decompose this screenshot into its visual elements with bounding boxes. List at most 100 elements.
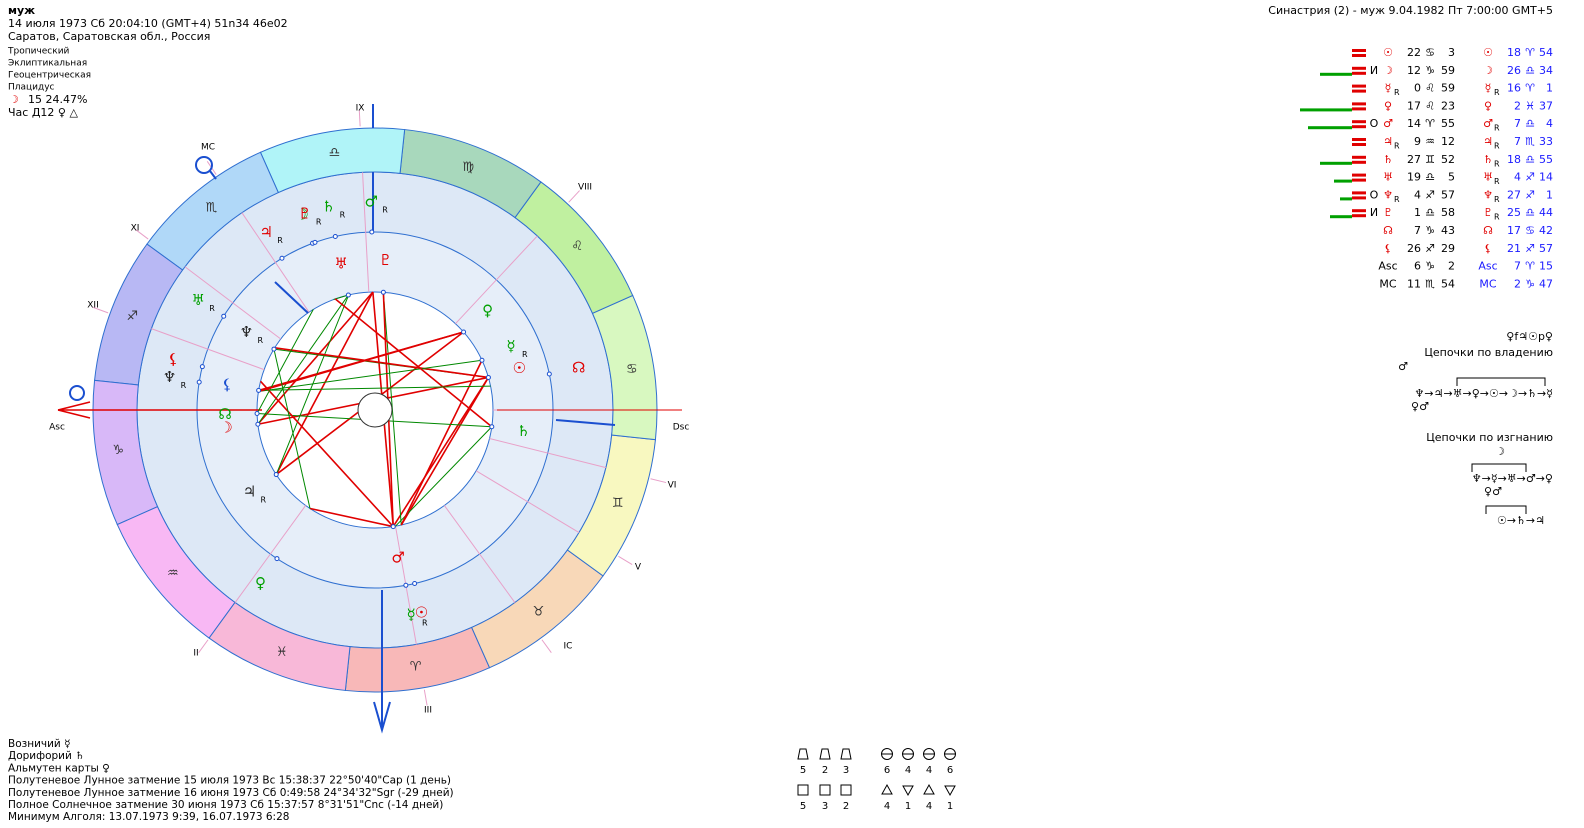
row-mark: И bbox=[1370, 64, 1378, 77]
planet-dot bbox=[390, 524, 396, 530]
chain-bracket bbox=[1471, 463, 1527, 472]
minute: 52 bbox=[1441, 153, 1455, 166]
aspect-count: 5 bbox=[800, 765, 806, 776]
minute: 5 bbox=[1448, 171, 1455, 184]
aspect-line bbox=[273, 348, 311, 509]
minute: 59 bbox=[1441, 64, 1455, 77]
degree: 2 bbox=[1514, 277, 1521, 290]
planet: ♂ bbox=[1383, 117, 1393, 130]
sign: ♐ bbox=[1425, 242, 1435, 255]
planet: ♅ bbox=[1383, 171, 1393, 184]
note: Полное Солнечное затмение 30 июня 1973 С… bbox=[8, 799, 443, 811]
minute: 59 bbox=[1441, 82, 1455, 95]
minute: 34 bbox=[1539, 64, 1553, 77]
minute: 58 bbox=[1441, 206, 1455, 219]
chain-own-chain: ♆→♃→♅→♀→☉→☽→♄→☿ bbox=[1415, 387, 1554, 400]
planet: ⚸ bbox=[1384, 242, 1392, 255]
retrograde: R bbox=[1494, 177, 1500, 186]
aspect-count: 6 bbox=[947, 765, 953, 776]
chain-bracket bbox=[1485, 505, 1527, 514]
sign: ♓ bbox=[1525, 99, 1535, 112]
planet-glyph: ♄ bbox=[322, 198, 335, 216]
house-tick bbox=[358, 110, 361, 127]
sign: ♎ bbox=[1525, 64, 1535, 77]
house-tick bbox=[423, 689, 428, 706]
sign: ♋ bbox=[1525, 224, 1535, 237]
note: Минимум Алголя: 13.07.1973 9:39, 16.07.1… bbox=[8, 811, 289, 823]
house-cusp bbox=[184, 266, 282, 340]
sign-glyph: ♍ bbox=[462, 160, 474, 175]
aspect-count: 4 bbox=[926, 801, 932, 812]
strength-bar bbox=[1352, 214, 1366, 218]
strength-bar bbox=[1334, 179, 1352, 183]
retrograde: R bbox=[1494, 124, 1500, 133]
house-tick bbox=[568, 190, 580, 203]
planet-dot bbox=[271, 346, 277, 352]
aspect-line bbox=[258, 385, 491, 391]
aspect-line bbox=[257, 294, 349, 425]
planet: ♅ bbox=[1483, 171, 1493, 184]
sign: ♎ bbox=[1425, 206, 1435, 219]
strength-bar bbox=[1352, 178, 1366, 182]
strength-bar bbox=[1308, 126, 1352, 130]
planet-glyph: ♆ bbox=[163, 368, 176, 386]
strength-bar bbox=[1330, 215, 1352, 219]
strength-bar bbox=[1352, 173, 1366, 177]
sign: ♐ bbox=[1525, 171, 1535, 184]
aspect-icon bbox=[944, 785, 956, 797]
strength-bar bbox=[1352, 191, 1366, 195]
planet-dot bbox=[274, 556, 280, 562]
planet-glyph: ♃ bbox=[260, 223, 273, 241]
planet-dot bbox=[412, 581, 418, 587]
note: Возничий ☿ bbox=[8, 738, 71, 750]
strength-bar bbox=[1352, 89, 1366, 93]
degree: 4 bbox=[1414, 188, 1421, 201]
degree: 21 bbox=[1507, 242, 1521, 255]
sign-glyph: ♊ bbox=[612, 496, 624, 511]
aspect-count: 4 bbox=[905, 765, 911, 776]
aspect-count: 2 bbox=[822, 765, 828, 776]
sign: ♈ bbox=[1525, 82, 1535, 95]
sign: ♏ bbox=[1425, 277, 1435, 290]
sign: ♑ bbox=[1425, 260, 1435, 273]
retrograde: R bbox=[1394, 88, 1400, 97]
chain-exile-top: ☽ bbox=[1495, 445, 1505, 458]
planet-dot bbox=[221, 313, 227, 319]
sign: ♊ bbox=[1425, 153, 1435, 166]
sign: ♎ bbox=[1425, 171, 1435, 184]
setting: Тропический bbox=[7, 47, 70, 57]
aspect-line bbox=[395, 426, 493, 527]
house-tick bbox=[198, 639, 209, 653]
planet: ♇ bbox=[1483, 206, 1493, 219]
minute: 1 bbox=[1546, 82, 1553, 95]
aspect-icon bbox=[923, 783, 935, 795]
planet-glyph: ⚸ bbox=[222, 376, 233, 394]
aspect-count: 3 bbox=[843, 765, 849, 776]
minute: 47 bbox=[1539, 277, 1553, 290]
minute: 54 bbox=[1539, 46, 1553, 59]
chain-exile-sub: ♀♂ bbox=[1484, 485, 1502, 498]
planet-dot bbox=[312, 239, 318, 245]
degree: 11 bbox=[1407, 277, 1421, 290]
house-label: IC bbox=[564, 642, 573, 652]
minute: 57 bbox=[1539, 242, 1553, 255]
house-cusp bbox=[234, 505, 307, 603]
planet-dot bbox=[254, 410, 260, 416]
retrograde: R bbox=[316, 218, 322, 227]
chain-own-title: Цепочки по владению bbox=[1424, 346, 1553, 359]
sign-glyph: ♒ bbox=[167, 566, 179, 581]
planet-glyph: ♀ bbox=[255, 574, 266, 592]
retrograde: R bbox=[1494, 195, 1500, 204]
minute: 44 bbox=[1539, 206, 1553, 219]
house-cusp bbox=[443, 505, 516, 603]
aspect-icon bbox=[797, 784, 809, 796]
aspect-icon bbox=[819, 748, 831, 760]
planet-dot bbox=[479, 357, 485, 363]
degree: 12 bbox=[1407, 64, 1421, 77]
house-cusp bbox=[241, 212, 310, 313]
aspect-icon bbox=[797, 748, 809, 760]
planet-dot bbox=[196, 379, 202, 385]
setting: Геоцентрическая bbox=[8, 71, 91, 81]
chain-exile-title: Цепочки по изгнанию bbox=[1426, 431, 1553, 444]
synastry-title: Синастрия (2) - муж 9.04.1982 Пт 7:00:00… bbox=[1268, 4, 1553, 17]
